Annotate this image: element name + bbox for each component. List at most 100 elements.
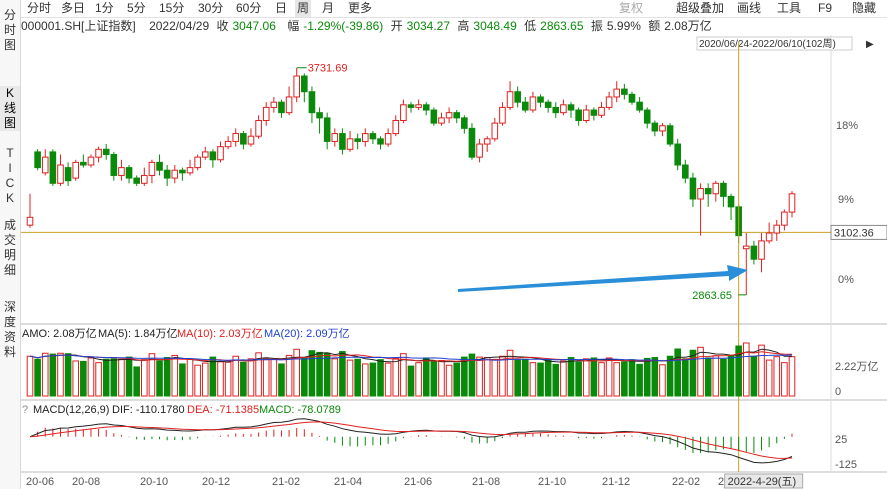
volume-bar	[133, 366, 140, 397]
time-axis-label: 20-12	[202, 476, 230, 488]
volume-bar	[339, 351, 346, 397]
macd-help-icon[interactable]: ?	[22, 404, 28, 416]
candle-body	[529, 96, 537, 111]
candle-body	[361, 133, 369, 142]
candle-body	[377, 138, 384, 145]
volume-bar	[87, 357, 95, 397]
volume-bar	[72, 360, 80, 397]
candle-body	[544, 101, 552, 108]
candle-body	[506, 91, 514, 108]
volume-bar	[476, 356, 483, 397]
candle-body	[110, 154, 118, 176]
fuquan-button[interactable]: 复权	[619, 1, 644, 15]
volume-bar	[407, 365, 415, 397]
time-axis-label: 20-08	[72, 476, 100, 488]
volume-bar	[788, 356, 796, 397]
volume-bar	[522, 358, 529, 397]
candle-body	[72, 161, 80, 179]
candle-body	[682, 164, 689, 179]
volume-bar	[57, 352, 64, 397]
draw-line-button[interactable]: 画线	[737, 1, 762, 15]
volume-bar	[400, 353, 407, 397]
cursor-date-label: 2022-4-29(五)	[728, 476, 796, 488]
rail-char: 时	[3, 23, 16, 37]
tab-1min[interactable]: 1分	[95, 1, 114, 15]
candle-body	[255, 120, 262, 137]
volume-bar	[567, 357, 575, 397]
volume-bar	[682, 358, 689, 397]
candle-body	[575, 109, 582, 122]
tab-week[interactable]: 周	[295, 0, 312, 17]
amplitude-value: 5.99%	[606, 19, 641, 33]
time-axis-label: 21-10	[538, 476, 566, 488]
time-axis-label: 21-02	[272, 476, 300, 488]
security-code: 000001.SH[上证指数]	[21, 19, 136, 33]
candle-body	[590, 109, 598, 116]
amo-ma20: MA(20): 2.09万亿	[264, 327, 350, 340]
tab-60min[interactable]: 60分	[236, 1, 262, 15]
amo-ma10: MA(10): 2.03万亿	[177, 327, 263, 340]
tab-fenshi[interactable]: 分时	[27, 1, 52, 15]
volume-bar	[95, 362, 102, 397]
rail-char: 图	[3, 38, 16, 52]
volume-bar	[544, 359, 552, 397]
candle-body	[415, 104, 422, 108]
pct-tick-0: 0%	[838, 274, 854, 286]
volume-bar	[506, 349, 514, 397]
rail-item-4[interactable]: 深度资料	[0, 300, 20, 360]
candle-body	[141, 174, 148, 184]
candle-body	[34, 151, 41, 169]
candle-body	[483, 138, 491, 145]
f9-button[interactable]: F9	[818, 1, 833, 15]
candle-body	[26, 216, 34, 226]
candle-body	[171, 169, 179, 179]
volume-bar	[377, 359, 384, 397]
volume-bar	[453, 362, 461, 397]
candle-body	[285, 96, 293, 114]
rail-item-0[interactable]: 分时图	[0, 8, 20, 53]
tab-15min[interactable]: 15分	[159, 1, 185, 15]
candle-body	[49, 151, 57, 184]
candle-body	[453, 112, 461, 119]
candle-body	[354, 138, 361, 142]
candle-body	[742, 245, 750, 250]
tab-30min[interactable]: 30分	[198, 1, 224, 15]
tools-button[interactable]: 工具	[777, 1, 802, 15]
rail-item-3[interactable]: 成交明细	[0, 218, 20, 278]
volume-bar	[232, 355, 240, 397]
volume-bar	[179, 363, 186, 397]
candle-body	[468, 127, 476, 158]
candle-body	[346, 138, 354, 150]
rail-char: 度	[3, 315, 16, 329]
volume-bar	[689, 349, 697, 397]
volume-bar	[194, 364, 201, 397]
candle-body	[293, 75, 300, 98]
range-label-box	[696, 36, 853, 51]
tab-duori[interactable]: 多日	[61, 1, 86, 15]
volume-bar	[34, 358, 41, 397]
high-value: 3048.49	[473, 19, 517, 33]
hide-button[interactable]: 隐藏	[852, 1, 877, 15]
candle-body	[392, 120, 400, 135]
tab-5min[interactable]: 5分	[127, 1, 146, 15]
tab-month[interactable]: 月	[322, 1, 335, 15]
volume-bar	[118, 358, 125, 397]
candle-body	[331, 133, 339, 142]
candle-body	[224, 140, 232, 148]
volume-bar	[308, 350, 316, 397]
tab-day[interactable]: 日	[275, 1, 288, 15]
candle-body	[697, 188, 704, 200]
overlay-button[interactable]: 超级叠加	[676, 1, 725, 15]
quote-info-bar: 000001.SH[上证指数] 2022/04/29 收 3047.06 幅 -1.…	[21, 18, 887, 34]
volume-bar	[636, 363, 643, 397]
candle-body	[537, 96, 544, 103]
candle-body	[560, 104, 567, 114]
macd-dea: DEA: -71.1385	[187, 404, 259, 416]
collapse-arrow-icon[interactable]: ▶	[866, 39, 874, 50]
tab-more[interactable]: 更多	[348, 1, 373, 15]
volume-bar	[750, 355, 758, 397]
